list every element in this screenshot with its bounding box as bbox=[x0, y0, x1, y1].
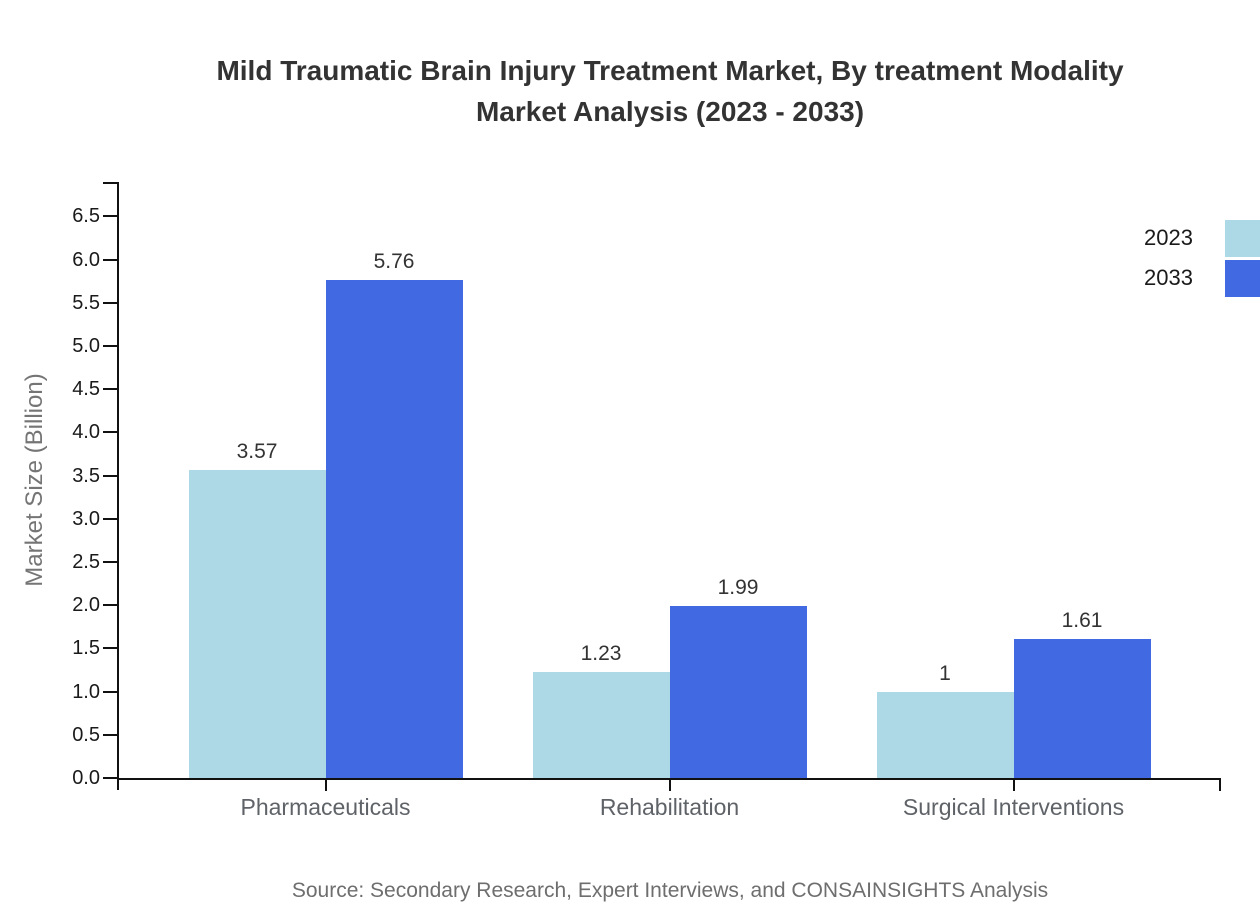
y-tick-4.5 bbox=[103, 388, 117, 391]
bar-2033-surgical-interventions bbox=[1013, 638, 1151, 778]
y-tick-label-3.0: 3.0 bbox=[72, 507, 100, 530]
y-tick-label-1.0: 1.0 bbox=[72, 680, 100, 703]
y-tick-3.5 bbox=[103, 474, 117, 477]
y-tick-label-5.5: 5.5 bbox=[72, 291, 100, 314]
y-tick-0.5 bbox=[103, 733, 117, 736]
y-tick-label-4.0: 4.0 bbox=[72, 421, 100, 444]
y-tick-4.0 bbox=[103, 431, 117, 434]
y-tick-5.5 bbox=[103, 301, 117, 304]
x-category-label-pharmaceuticals: Pharmaceuticals bbox=[240, 794, 411, 820]
bar-2023-rehabilitation bbox=[532, 671, 670, 778]
bar-value-2023-surgical-interventions: 1 bbox=[939, 661, 951, 685]
bar-value-2033-surgical-interventions: 1.61 bbox=[1061, 608, 1103, 632]
x-tick-surgical-interventions bbox=[1012, 780, 1015, 791]
bar-2033-rehabilitation bbox=[669, 606, 807, 778]
x-axis-line bbox=[117, 778, 1221, 780]
y-tick-label-0.5: 0.5 bbox=[72, 723, 100, 746]
y-tick-6.5 bbox=[103, 215, 117, 218]
y-tick-label-2.5: 2.5 bbox=[72, 551, 100, 573]
y-tick-2.0 bbox=[103, 604, 117, 607]
bar-value-2033-rehabilitation: 1.99 bbox=[717, 576, 759, 600]
y-axis-end-cap bbox=[103, 182, 117, 184]
y-tick-6.0 bbox=[103, 258, 117, 261]
y-tick-label-0.0: 0.0 bbox=[72, 767, 100, 789]
x-category-label-rehabilitation: Rehabilitation bbox=[599, 794, 740, 820]
y-tick-label-5.0: 5.0 bbox=[72, 335, 100, 357]
legend-label-2033: 2033 bbox=[1144, 265, 1193, 290]
y-tick-2.5 bbox=[103, 561, 117, 563]
bar-value-2023-rehabilitation: 1.23 bbox=[580, 641, 622, 665]
y-tick-1.0 bbox=[103, 690, 117, 693]
y-axis-line bbox=[117, 182, 119, 790]
legend-swatch-2033-icon bbox=[1225, 260, 1260, 297]
chart-title: Mild Traumatic Brain Injury Treatment Ma… bbox=[80, 50, 1260, 132]
y-tick-5.0 bbox=[103, 345, 117, 347]
bar-2023-surgical-interventions bbox=[876, 691, 1014, 778]
y-tick-0.0 bbox=[103, 777, 117, 779]
chart-title-line-1: Mild Traumatic Brain Injury Treatment Ma… bbox=[216, 55, 1124, 86]
y-tick-label-4.5: 4.5 bbox=[72, 378, 100, 401]
y-tick-label-6.5: 6.5 bbox=[72, 205, 100, 228]
y-tick-label-1.5: 1.5 bbox=[72, 637, 100, 660]
x-category-label-surgical-interventions: Surgical Interventions bbox=[902, 794, 1125, 820]
y-tick-3.0 bbox=[103, 517, 117, 520]
y-tick-label-3.5: 3.5 bbox=[72, 464, 100, 487]
y-tick-label-6.0: 6.0 bbox=[72, 248, 100, 271]
x-axis-end-cap bbox=[1219, 778, 1221, 791]
legend-swatch-2023-icon bbox=[1225, 220, 1260, 257]
x-tick-rehabilitation bbox=[668, 780, 671, 791]
bar-2033-pharmaceuticals bbox=[325, 280, 463, 778]
bar-value-2033-pharmaceuticals: 5.76 bbox=[373, 250, 415, 274]
bar-2023-pharmaceuticals bbox=[188, 469, 326, 778]
x-tick-pharmaceuticals bbox=[324, 780, 327, 791]
y-tick-1.5 bbox=[103, 647, 117, 650]
legend-label-2023: 2023 bbox=[1144, 225, 1193, 250]
chart-title-line-2: Market Analysis (2023 - 2033) bbox=[475, 96, 865, 127]
bar-value-2023-pharmaceuticals: 3.57 bbox=[236, 439, 278, 463]
source-note: Source: Secondary Research, Expert Inter… bbox=[291, 879, 1049, 902]
y-tick-label-2.0: 2.0 bbox=[72, 594, 100, 617]
